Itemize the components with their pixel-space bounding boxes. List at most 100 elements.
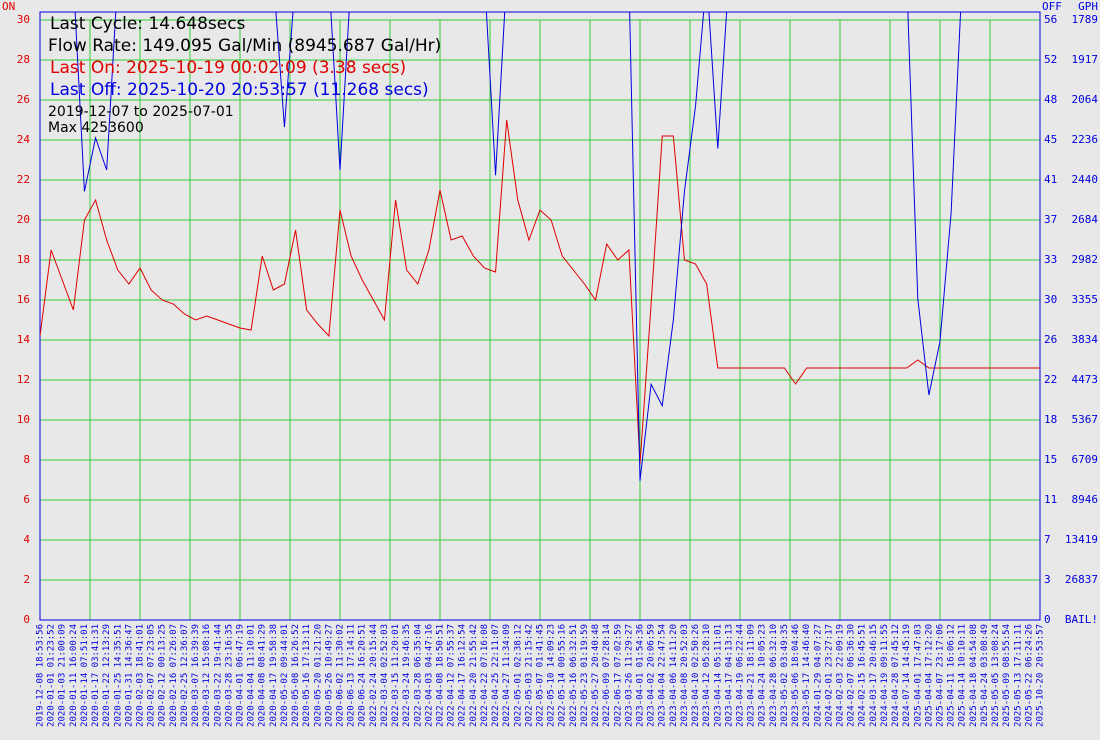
x-tick-label: 2020-05-16 17:13:11 bbox=[302, 624, 312, 727]
x-tick-label: 2020-03-07 16:39:39 bbox=[191, 624, 201, 727]
y2-tick-label: 41 bbox=[1044, 173, 1057, 186]
gph-tick-label: 2440 bbox=[1072, 173, 1099, 186]
y2-tick-label: 48 bbox=[1044, 93, 1057, 106]
max: Max 4253600 bbox=[48, 120, 144, 136]
y2-tick-label: 15 bbox=[1044, 453, 1057, 466]
gph-tick-label: 2064 bbox=[1072, 93, 1099, 106]
gph-tick-label: 26837 bbox=[1065, 573, 1098, 586]
x-tick-label: 2022-03-28 06:35:04 bbox=[413, 624, 423, 727]
x-tick-label: 2020-02-25 12:36:07 bbox=[180, 624, 190, 727]
x-tick-label: 2020-04-04 11:10:01 bbox=[247, 624, 257, 727]
y2-tick-label: 26 bbox=[1044, 333, 1057, 346]
x-tick-label: 2023-04-21 18:11:09 bbox=[747, 624, 757, 727]
y-tick-label: 20 bbox=[17, 213, 30, 226]
x-tick-label: 2020-01-22 12:13:29 bbox=[102, 624, 112, 727]
x-tick-label: 2024-02-15 16:45:51 bbox=[858, 624, 868, 727]
x-tick-label: 2025-10-20 20:53:57 bbox=[1036, 624, 1046, 727]
y2-tick-label: 45 bbox=[1044, 133, 1057, 146]
x-tick-label: 2020-03-28 23:16:35 bbox=[224, 624, 234, 727]
last-on: Last On: 2025-10-19 00:02:09 (3.38 secs) bbox=[50, 58, 406, 78]
off-axis-label: OFF bbox=[1042, 0, 1062, 13]
x-tick-label: 2024-04-19 09:11:55 bbox=[880, 624, 890, 727]
y2-tick-label: 37 bbox=[1044, 213, 1057, 226]
y-tick-label: 26 bbox=[17, 93, 30, 106]
x-tick-label: 2020-04-17 19:58:38 bbox=[269, 624, 279, 727]
x-tick-label: 2023-04-10 02:50:26 bbox=[691, 624, 701, 727]
x-tick-label: 2020-01-03 21:00:09 bbox=[58, 624, 68, 727]
x-tick-label: 2023-05-06 18:04:46 bbox=[791, 624, 801, 727]
x-tick-label: 2020-06-24 16:20:51 bbox=[358, 624, 368, 727]
x-tick-label: 2022-04-25 22:11:07 bbox=[491, 624, 501, 727]
x-tick-label: 2020-05-08 16:26:52 bbox=[291, 624, 301, 727]
x-tick-label: 2025-04-18 04:54:08 bbox=[969, 624, 979, 727]
x-tick-label: 2020-02-03 18:41:01 bbox=[136, 624, 146, 727]
x-tick-label: 2022-04-12 07:55:37 bbox=[447, 624, 457, 727]
x-tick-label: 2025-05-13 17:11:11 bbox=[1013, 624, 1023, 727]
y2-tick-label: 30 bbox=[1044, 293, 1057, 306]
gph-tick-label: 1917 bbox=[1072, 53, 1099, 66]
x-tick-label: 2020-01-31 14:36:47 bbox=[124, 624, 134, 727]
x-tick-label: 2022-03-04 02:52:03 bbox=[380, 624, 390, 727]
x-tick-label: 2025-05-05 13:08:24 bbox=[991, 624, 1001, 727]
x-tick-label: 2023-04-08 20:52:03 bbox=[680, 624, 690, 727]
y-tick-label: 16 bbox=[17, 293, 30, 306]
x-tick-label: 2023-04-12 05:28:10 bbox=[702, 624, 712, 727]
x-tick-label: 2025-04-11 16:06:12 bbox=[947, 624, 957, 727]
x-tick-label: 2023-04-24 10:05:23 bbox=[758, 624, 768, 727]
x-tick-label: 2023-04-06 14:11:20 bbox=[669, 624, 679, 727]
x-tick-label: 2022-02-24 20:15:44 bbox=[369, 624, 379, 727]
gph-tick-label: 2982 bbox=[1072, 253, 1099, 266]
x-tick-label: 2020-06-13 17:14:11 bbox=[347, 624, 357, 727]
y-tick-label: 8 bbox=[23, 453, 30, 466]
y-tick-label: 10 bbox=[17, 413, 30, 426]
x-tick-label: 2022-05-07 01:41:45 bbox=[536, 624, 546, 727]
x-tick-label: 2025-04-04 17:12:20 bbox=[924, 624, 934, 727]
x-tick-label: 2022-04-22 07:16:08 bbox=[480, 624, 490, 727]
x-tick-label: 2020-03-12 15:08:16 bbox=[202, 624, 212, 727]
gph-tick-label: 6709 bbox=[1072, 453, 1099, 466]
y2-tick-label: 52 bbox=[1044, 53, 1057, 66]
x-tick-label: 2022-04-27 11:34:09 bbox=[502, 624, 512, 727]
x-tick-label: 2022-05-27 20:40:48 bbox=[591, 624, 601, 727]
x-tick-label: 2023-03-26 11:29:27 bbox=[624, 624, 634, 727]
gph-tick-label: 3834 bbox=[1072, 333, 1099, 346]
left-axis-label: ON bbox=[2, 0, 15, 13]
gph-tick-label: BAIL! bbox=[1065, 613, 1098, 626]
x-tick-label: 2025-04-07 23:17:06 bbox=[936, 624, 946, 727]
x-tick-label: 2025-05-22 06:24:26 bbox=[1024, 624, 1034, 727]
y2-tick-label: 0 bbox=[1044, 613, 1051, 626]
y-tick-label: 30 bbox=[17, 13, 30, 26]
x-tick-label: 2023-05-02 03:49:35 bbox=[780, 624, 790, 727]
y-tick-label: 24 bbox=[17, 133, 31, 146]
x-tick-label: 2020-02-07 07:23:05 bbox=[147, 624, 157, 727]
x-tick-label: 2025-05-09 08:55:54 bbox=[1002, 624, 1012, 727]
x-tick-label: 2022-03-24 19:46:35 bbox=[402, 624, 412, 727]
gph-axis-label: GPH bbox=[1078, 0, 1098, 13]
x-tick-label: 2020-04-08 08:41:29 bbox=[258, 624, 268, 727]
y-tick-label: 6 bbox=[23, 493, 30, 506]
x-tick-label: 2024-07-14 14:45:19 bbox=[902, 624, 912, 727]
x-tick-label: 2023-04-19 06:22:44 bbox=[736, 624, 746, 727]
y-tick-label: 2 bbox=[23, 573, 30, 586]
x-tick-label: 2022-05-23 01:19:59 bbox=[580, 624, 590, 727]
x-tick-label: 2022-05-10 14:09:23 bbox=[547, 624, 557, 727]
y-tick-label: 12 bbox=[17, 373, 30, 386]
y2-tick-label: 22 bbox=[1044, 373, 1057, 386]
gph-tick-label: 13419 bbox=[1065, 533, 1098, 546]
x-tick-label: 2020-01-14 07:51:01 bbox=[80, 624, 90, 727]
x-tick-label: 2022-04-17 16:12:54 bbox=[458, 624, 468, 727]
x-tick-label: 2024-02-01 23:27:17 bbox=[824, 624, 834, 727]
x-tick-label: 2019-12-08 18:53:56 bbox=[36, 624, 46, 727]
x-tick-label: 2020-01-11 16:00:24 bbox=[69, 624, 79, 727]
date-range: 2019-12-07 to 2025-07-01 bbox=[48, 104, 234, 120]
x-tick-label: 2024-03-17 20:46:15 bbox=[869, 624, 879, 727]
x-tick-label: 2020-01-17 03:41:31 bbox=[91, 624, 101, 727]
x-tick-label: 2022-06-17 07:02:59 bbox=[613, 624, 623, 727]
x-tick-label: 2025-04-14 10:10:11 bbox=[958, 624, 968, 727]
x-tick-label: 2020-03-22 19:41:44 bbox=[213, 624, 223, 727]
x-tick-label: 2023-04-14 05:11:01 bbox=[713, 624, 723, 727]
x-tick-label: 2024-02-03 22:09:19 bbox=[836, 624, 846, 727]
x-tick-label: 2022-06-09 07:28:14 bbox=[602, 624, 612, 727]
x-tick-label: 2022-04-20 21:55:42 bbox=[469, 624, 479, 727]
